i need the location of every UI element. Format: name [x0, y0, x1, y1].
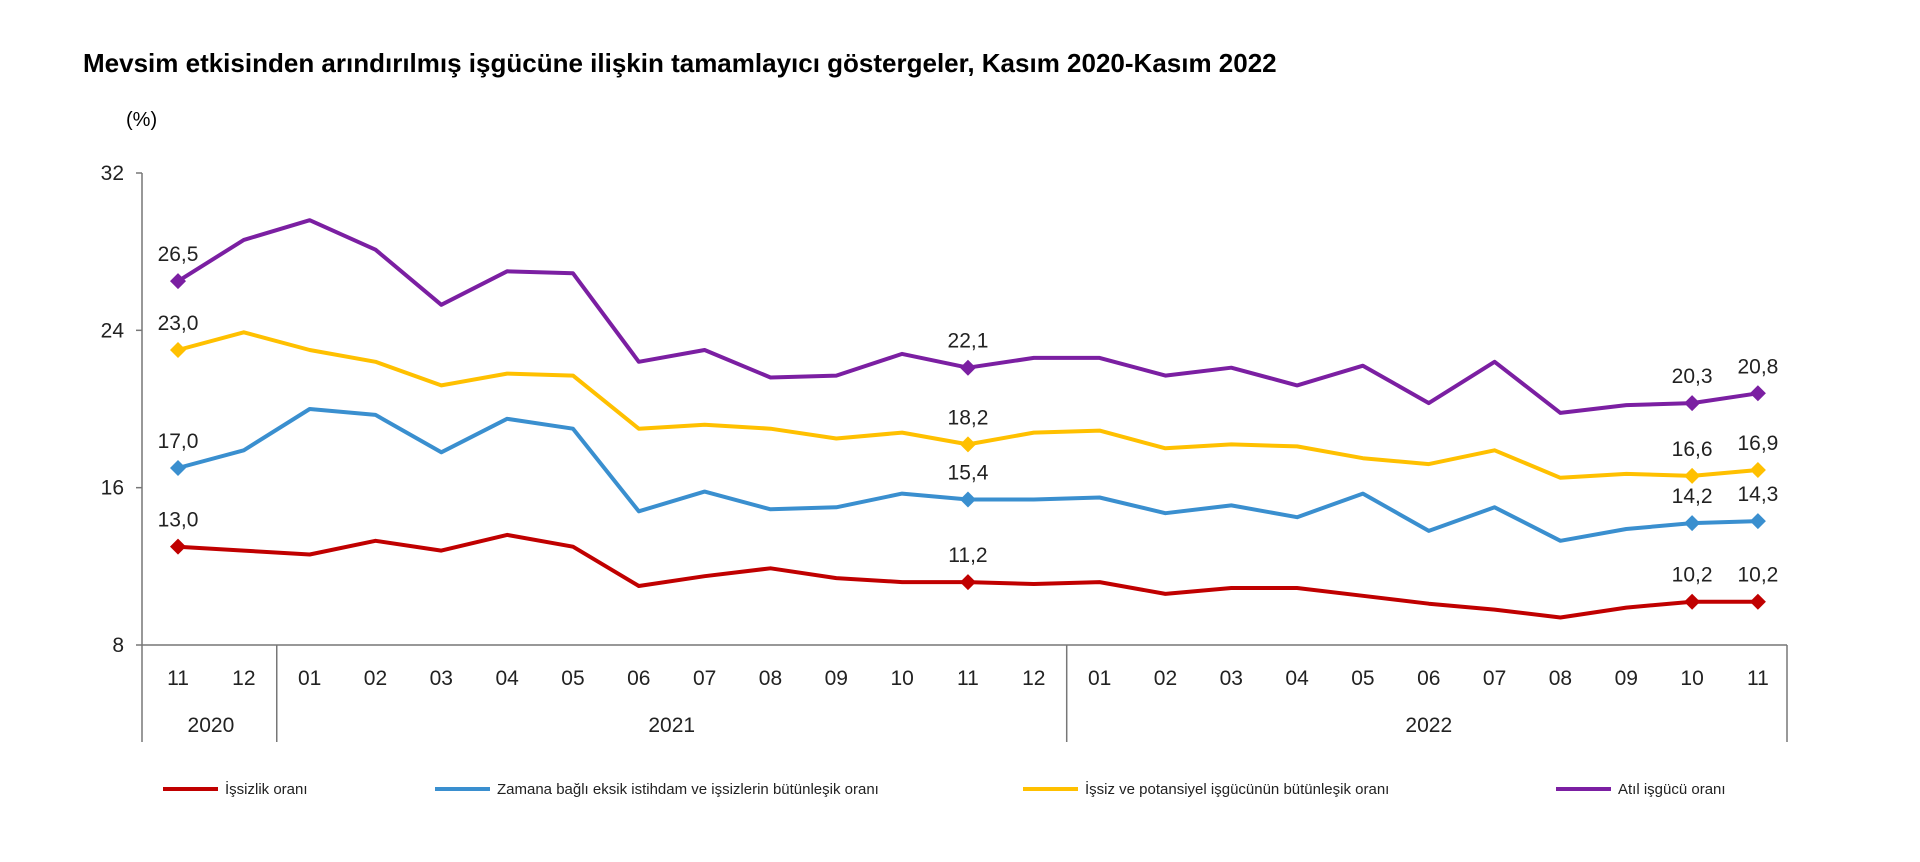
data-point-marker — [1749, 593, 1766, 610]
data-label: 26,5 — [158, 243, 199, 266]
x-tick-label: 07 — [693, 667, 716, 690]
data-point-marker — [959, 574, 976, 591]
x-tick-label: 03 — [1220, 667, 1243, 690]
data-label: 13,0 — [158, 509, 199, 532]
x-tick-label: 09 — [825, 667, 848, 690]
legend: İşsizlik oranı Zamana bağlı eksik istihda… — [163, 780, 1726, 798]
data-point-marker — [170, 538, 186, 555]
axes: 32 24 16 8 11 12 01 02 03 04 05 06 07 08 09 10 11 12 01 02 0… — [101, 162, 1788, 742]
x-tick-label: 10 — [1680, 667, 1703, 690]
x-tick-label: 11 — [167, 667, 189, 690]
x-tick-label: 06 — [627, 667, 650, 690]
x-tick-label: 02 — [364, 667, 387, 690]
data-label: 20,8 — [1737, 355, 1778, 378]
data-point-marker — [170, 342, 186, 358]
data-label: 20,3 — [1672, 365, 1713, 388]
x-tick-label: 08 — [1549, 667, 1572, 690]
x-tick-label: 02 — [1154, 667, 1177, 690]
data-label: 17,0 — [158, 430, 199, 453]
x-tick-label: 03 — [430, 667, 453, 690]
data-point-marker — [1749, 461, 1766, 478]
x-tick-label: 06 — [1417, 667, 1440, 690]
x-tick-label: 04 — [1285, 667, 1309, 690]
year-label: 2020 — [188, 714, 235, 737]
x-tick-label: 05 — [561, 667, 584, 690]
data-label: 10,2 — [1672, 564, 1713, 587]
x-tick-label: 12 — [232, 667, 255, 690]
data-point-marker — [959, 436, 976, 453]
data-point-marker — [1684, 515, 1701, 532]
data-labels: 13,0 11,2 10,2 10,2 17,0 15,4 14,2 14,3 23,0 18,2… — [158, 243, 1779, 587]
x-tick-label: 09 — [1615, 667, 1638, 690]
year-label: 2021 — [648, 714, 695, 737]
x-tick-label: 01 — [298, 667, 321, 690]
x-tick-label: 11 — [1747, 667, 1769, 690]
y-tick-label: 32 — [101, 162, 124, 185]
data-point-marker — [1684, 395, 1701, 412]
data-point-marker — [1684, 467, 1701, 484]
data-label: 11,2 — [948, 544, 987, 567]
data-point-marker — [959, 359, 976, 376]
chart-title: Mevsim etkisinden arındırılmış işgücüne … — [83, 48, 1277, 78]
x-tick-label: 11 — [957, 667, 979, 690]
data-point-marker — [959, 491, 976, 508]
data-point-marker — [1749, 513, 1766, 530]
y-axis-unit-label: (%) — [126, 109, 157, 131]
data-point-marker — [1749, 385, 1766, 402]
y-tick-label: 8 — [112, 634, 124, 657]
x-tick-label: 07 — [1483, 667, 1506, 690]
series-line — [176, 330, 1760, 480]
data-label: 23,0 — [158, 312, 199, 335]
year-label: 2022 — [1405, 714, 1452, 737]
legend-label: Atıl işgücü oranı — [1618, 781, 1726, 798]
data-label: 16,9 — [1737, 432, 1778, 455]
legend-label: İşsiz ve potansiyel işgücünün bütünleşik… — [1085, 780, 1389, 798]
series-lines — [170, 218, 1766, 620]
legend-label: İşsizlik oranı — [225, 780, 308, 798]
data-label: 18,2 — [948, 406, 989, 429]
y-tick-label: 24 — [101, 319, 125, 342]
data-label: 22,1 — [948, 330, 989, 353]
data-label: 15,4 — [948, 461, 989, 484]
x-tick-label: 01 — [1088, 667, 1111, 690]
x-tick-label: 05 — [1351, 667, 1374, 690]
data-label: 10,2 — [1737, 564, 1778, 587]
x-tick-label: 04 — [495, 667, 519, 690]
x-tick-label: 10 — [890, 667, 913, 690]
data-label: 14,2 — [1672, 485, 1713, 508]
x-tick-label: 08 — [759, 667, 782, 690]
data-label: 14,3 — [1737, 483, 1778, 506]
legend-label: Zamana bağlı eksik istihdam ve işsizleri… — [497, 781, 879, 798]
series-line — [176, 218, 1760, 415]
y-tick-label: 16 — [101, 477, 124, 500]
data-point-marker — [170, 460, 186, 476]
data-point-marker — [170, 273, 186, 290]
data-label: 16,6 — [1672, 438, 1713, 461]
data-point-marker — [1684, 593, 1701, 610]
x-tick-label: 12 — [1022, 667, 1045, 690]
